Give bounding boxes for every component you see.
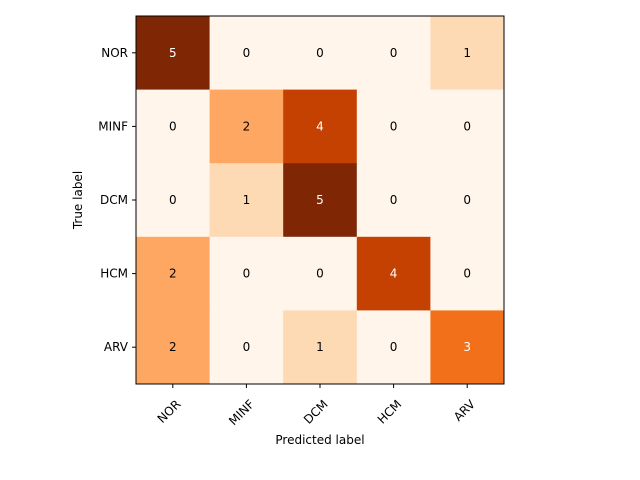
heatmap-cell	[356, 89, 431, 164]
y-tick-label: HCM	[100, 267, 128, 281]
y-axis-ticks: NOR MINF DCM HCM ARV	[98, 46, 136, 354]
x-tick-label: ARV	[451, 397, 478, 424]
cell-value-label: 0	[243, 46, 251, 60]
cell-value-label: 0	[463, 267, 471, 281]
heatmap-cell	[283, 89, 358, 164]
heatmap-cell	[283, 16, 358, 91]
heatmap-cell	[283, 310, 358, 385]
heatmap-cell	[283, 236, 358, 311]
x-tick-label: HCM	[375, 397, 405, 427]
x-tick-label: NOR	[155, 397, 184, 426]
heatmap-cell	[209, 236, 284, 311]
cell-value-label: 0	[463, 119, 471, 133]
cell-value-label: 0	[390, 340, 398, 354]
cell-value-label: 4	[390, 267, 398, 281]
cell-value-label: 0	[316, 46, 324, 60]
heatmap-cell	[356, 236, 431, 311]
heatmap-cell	[356, 310, 431, 385]
heatmap-cell	[209, 89, 284, 164]
heatmap-cell	[430, 89, 505, 164]
cell-value-label: 0	[390, 119, 398, 133]
cell-value-label: 3	[463, 340, 471, 354]
cell-value-label: 4	[316, 119, 324, 133]
y-tick-label: NOR	[101, 46, 128, 60]
cell-value-labels: 5 0 0 0 1 0 2 4 0 0 0 1 5 0 0 2 0 0 4 0 2 0 1 0 3	[169, 46, 471, 354]
cell-value-label: 2	[243, 119, 251, 133]
cell-value-label: 0	[390, 46, 398, 60]
cell-value-label: 0	[316, 267, 324, 281]
cell-value-label: 0	[243, 267, 251, 281]
x-axis-label: Predicted label	[275, 433, 364, 447]
y-tick-label: DCM	[100, 193, 128, 207]
heatmap-cell	[136, 89, 211, 164]
heatmap-cell	[136, 163, 211, 238]
x-axis-ticks: NOR MINF DCM HCM ARV	[155, 384, 478, 428]
heatmap-cell	[136, 16, 211, 91]
y-axis-label: True label	[71, 171, 85, 230]
x-tick-label: DCM	[301, 397, 331, 427]
cell-value-label: 2	[169, 267, 177, 281]
cell-value-label: 0	[463, 193, 471, 207]
heatmap-cell	[430, 236, 505, 311]
heatmap-cell	[209, 16, 284, 91]
cell-value-label: 0	[169, 119, 177, 133]
heatmap-cell	[430, 163, 505, 238]
heatmap-cell	[430, 310, 505, 385]
cell-value-label: 5	[169, 46, 177, 60]
cell-value-label: 0	[243, 340, 251, 354]
heatmap-cell	[356, 163, 431, 238]
cell-value-label: 1	[463, 46, 471, 60]
heatmap-cell	[136, 236, 211, 311]
y-tick-label: ARV	[104, 340, 129, 354]
cell-value-label: 1	[316, 340, 324, 354]
heatmap-cell	[356, 16, 431, 91]
heatmap-cell	[209, 163, 284, 238]
cell-value-label: 2	[169, 340, 177, 354]
heatmap-cell	[283, 163, 358, 238]
cell-value-label: 1	[243, 193, 251, 207]
x-tick-label: MINF	[226, 397, 257, 428]
cell-value-label: 0	[390, 193, 398, 207]
heatmap-cell	[136, 310, 211, 385]
cell-value-label: 5	[316, 193, 324, 207]
heatmap-cells	[136, 16, 505, 385]
heatmap-cell	[430, 16, 505, 91]
heatmap-cell	[209, 310, 284, 385]
y-tick-label: MINF	[98, 119, 128, 133]
cell-value-label: 0	[169, 193, 177, 207]
